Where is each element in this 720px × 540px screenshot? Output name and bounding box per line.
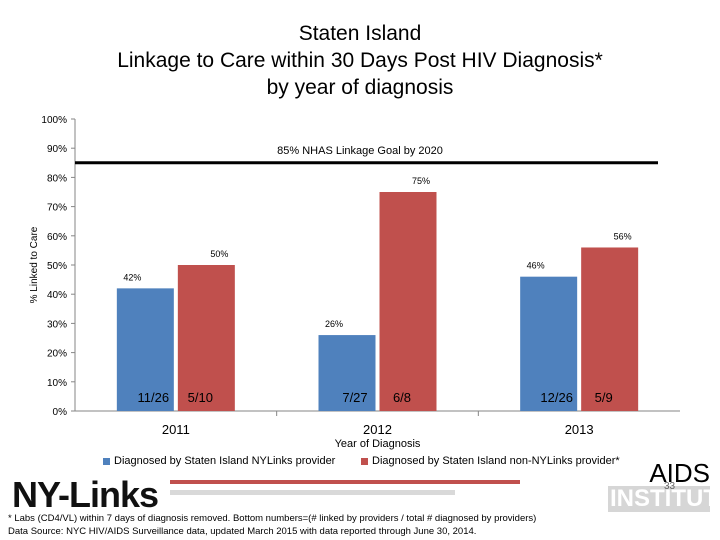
count-label: 6/8	[393, 390, 411, 405]
bar-nylinks-2013	[520, 276, 578, 411]
data-label: 75%	[412, 176, 430, 186]
x-tick-label: 2011	[162, 422, 190, 437]
y-tick-label: 80%	[47, 173, 67, 184]
footnote-line-1: * Labs (CD4/VL) within 7 days of diagnos…	[8, 513, 537, 524]
legend-swatch-nylinks	[103, 457, 110, 465]
y-tick-label: 40%	[47, 290, 67, 301]
y-tick-label: 20%	[47, 349, 67, 360]
y-tick-label: 10%	[47, 378, 67, 389]
chart-title: Staten Island Linkage to Care within 30 …	[0, 20, 720, 101]
count-label: 5/10	[188, 390, 213, 405]
bar-non-nylinks-2011	[177, 265, 235, 411]
data-label: 26%	[325, 319, 343, 329]
legend-item-nylinks: Diagnosed by Staten Island NYLinks provi…	[103, 455, 335, 467]
goal-line-label: 85% NHAS Linkage Goal by 2020	[277, 145, 443, 157]
data-label: 46%	[527, 261, 545, 271]
y-axis-label: % Linked to Care	[29, 226, 40, 303]
legend-label-non-nylinks: Diagnosed by Staten Island non-NYLinks p…	[372, 455, 620, 467]
y-tick-label: 70%	[47, 203, 67, 214]
bar-non-nylinks-2013	[581, 247, 639, 411]
deco-bar-gray	[170, 490, 455, 495]
decorative-bars	[170, 480, 520, 495]
y-tick-label: 50%	[47, 261, 67, 272]
y-tick-label: 90%	[47, 144, 67, 155]
legend-label-nylinks: Diagnosed by Staten Island NYLinks provi…	[114, 455, 336, 467]
count-label: 12/26	[540, 390, 573, 405]
aids-logo-bottom: INSTITUTE	[608, 485, 720, 512]
y-tick-label: 0%	[53, 407, 68, 418]
data-label: 56%	[614, 231, 632, 241]
y-tick-label: 30%	[47, 319, 67, 330]
bar-nylinks-2011	[116, 288, 174, 411]
deco-bar-red	[170, 480, 520, 484]
title-line-3: by year of diagnosis	[266, 76, 454, 99]
x-axis-label: Year of Diagnosis	[335, 438, 421, 450]
title-line-2: Linkage to Care within 30 Days Post HIV …	[117, 49, 603, 72]
aids-logo-top: AIDS	[649, 458, 710, 488]
title-line-1: Staten Island	[298, 22, 422, 45]
bar-non-nylinks-2012	[379, 192, 437, 411]
data-label: 42%	[123, 272, 141, 282]
count-label: 5/9	[595, 390, 613, 405]
y-tick-label: 60%	[47, 232, 67, 243]
footnote: * Labs (CD4/VL) within 7 days of diagnos…	[8, 512, 536, 538]
x-tick-label: 2013	[565, 422, 594, 437]
legend-swatch-non-nylinks	[361, 457, 368, 465]
aids-institute-logo: AIDS INSTITUTE	[608, 458, 720, 512]
count-label: 7/27	[342, 390, 367, 405]
bar-nylinks-2012	[318, 335, 376, 411]
nylinks-logo: NY-Links	[12, 474, 159, 515]
legend-item-non-nylinks: Diagnosed by Staten Island non-NYLinks p…	[361, 455, 620, 467]
data-label: 50%	[210, 249, 228, 259]
count-label: 11/26	[138, 390, 170, 405]
x-tick-label: 2012	[363, 422, 392, 437]
y-tick-label: 100%	[41, 115, 67, 126]
page-number: 33	[664, 481, 676, 492]
footnote-line-2: Data Source: NYC HIV/AIDS Surveillance d…	[8, 526, 477, 537]
